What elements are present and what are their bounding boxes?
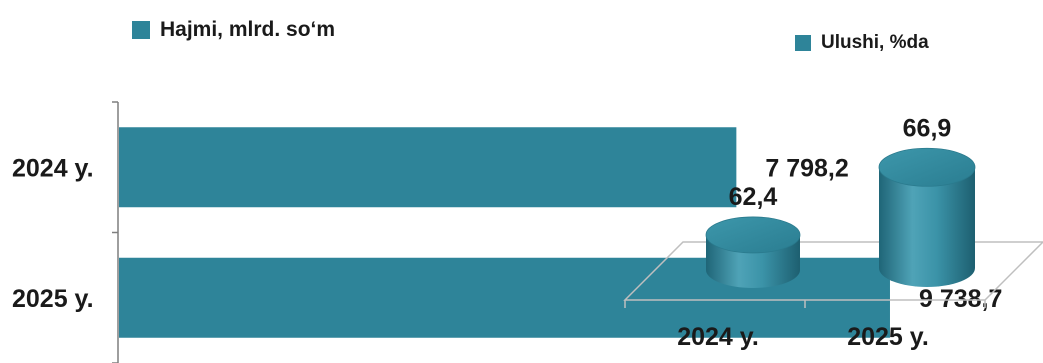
cylinder-chart-ulushi: 62,4 2024 y. 66,9 2025 y. xyxy=(623,114,1043,351)
legend-swatch-ulushi xyxy=(795,35,811,51)
bar xyxy=(119,127,737,208)
legend-ulushi: Ulushi, %da xyxy=(795,32,929,54)
category-label: 2024 y. xyxy=(677,323,759,351)
legend-hajmi: Hajmi, mlrd. so‘m xyxy=(132,18,335,42)
data-label: 62,4 xyxy=(729,183,778,211)
chart-floor xyxy=(623,241,1043,301)
data-label: 66,9 xyxy=(903,114,952,142)
category-label: 2025 y. xyxy=(12,285,94,313)
cylinder-top xyxy=(878,147,976,187)
cylinder-top xyxy=(705,216,801,254)
legend-label-hajmi: Hajmi, mlrd. so‘m xyxy=(160,18,336,41)
legend-label-ulushi: Ulushi, %da xyxy=(821,32,929,53)
category-label: 2025 y. xyxy=(847,323,929,351)
data-label: 9 738,7 xyxy=(919,285,1002,313)
legend-swatch-hajmi xyxy=(132,21,150,39)
data-label: 7 798,2 xyxy=(765,154,848,182)
category-label: 2024 y. xyxy=(12,154,94,182)
cylinder-body xyxy=(879,167,975,287)
bar-chart-hajmi: 2024 y. 7 798,2 2025 y. 9 738,7 xyxy=(12,101,1002,363)
